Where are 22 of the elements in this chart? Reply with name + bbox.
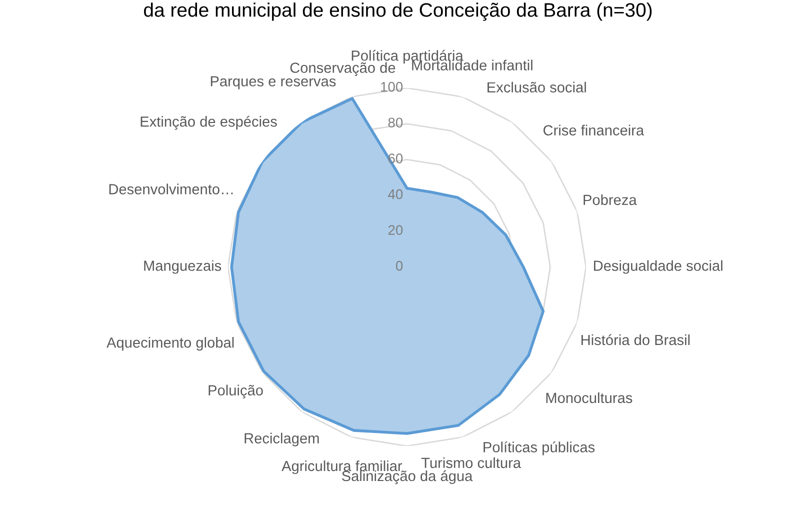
spoke-label: História do Brasil (582, 334, 690, 346)
spoke-label: Monoculturas (546, 392, 632, 404)
spoke-label: Reciclagem (244, 432, 319, 446)
spoke-label: Aquecimento global (106, 337, 234, 351)
y-tick-label: 0 (396, 260, 403, 271)
spoke-label: Desenvolvimento… (109, 184, 233, 194)
spoke-label: Turismo cultura (421, 457, 522, 468)
spoke-label: Crise financeira (544, 124, 644, 136)
spoke-label: Políticas públicas (484, 441, 595, 456)
spoke-label: Conservação de (290, 62, 396, 76)
spoke-label: Manguezais (144, 260, 222, 274)
spoke-label: Extinção de espécies (140, 116, 277, 130)
spoke-label: Parques e reservas (210, 76, 336, 90)
y-tick-label: 100 (381, 82, 403, 92)
spoke-label: Pobreza (584, 194, 637, 206)
y-tick-label: 20 (388, 225, 403, 235)
y-tick-label: 40 (388, 189, 403, 200)
spoke-label: Poluição (208, 384, 263, 398)
y-tick-label: 80 (388, 118, 403, 128)
spoke-label: Desigualdade social (594, 260, 722, 274)
chart-title: da rede municipal de ensino de Conceição da Barra (n=30) (144, 2, 652, 21)
spoke-label: Exclusão social (488, 82, 586, 92)
